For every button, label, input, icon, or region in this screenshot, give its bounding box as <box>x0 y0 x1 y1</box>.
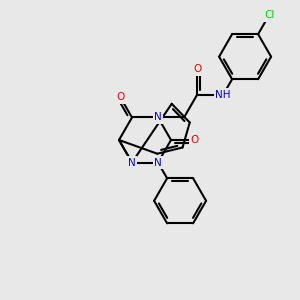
Text: N: N <box>154 112 162 122</box>
Text: NH: NH <box>215 90 231 100</box>
Text: N: N <box>154 158 162 167</box>
Text: O: O <box>193 64 201 74</box>
Text: O: O <box>190 135 199 145</box>
Text: N: N <box>128 158 136 167</box>
Text: Cl: Cl <box>264 10 274 20</box>
Text: O: O <box>116 92 124 102</box>
